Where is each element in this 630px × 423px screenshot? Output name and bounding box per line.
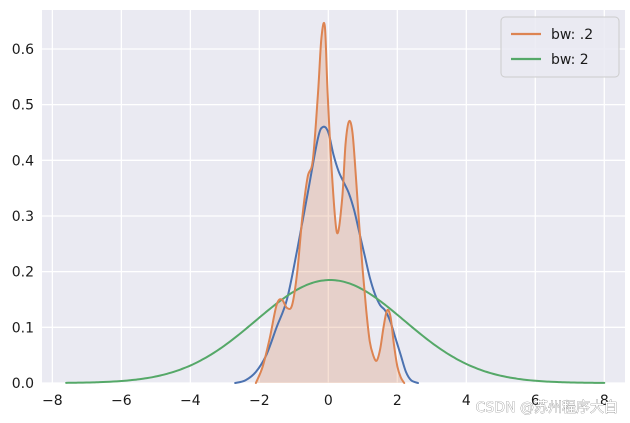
series-1-line	[254, 21, 406, 384]
y-tick-label: 0.2	[12, 265, 34, 281]
y-tick-label: 0.4	[12, 153, 34, 169]
x-tick-label: 4	[462, 393, 471, 409]
legend-label: bw: .2	[551, 27, 593, 43]
x-tick-label: 2	[393, 393, 402, 409]
y-tick-label: 0.6	[12, 42, 34, 58]
series-1-fill	[255, 22, 405, 384]
x-tick-label: −6	[111, 393, 132, 409]
x-tick-label: −4	[180, 393, 201, 409]
x-tick-label: 8	[600, 393, 609, 409]
series-group	[65, 21, 606, 384]
legend-label: bw: 2	[551, 52, 589, 68]
y-tick-label: 0.1	[12, 320, 34, 336]
tick-labels: −8 −6 −4 −2 0 2 4 6 8 0.0 0.1 0.2 0.3 0.4 0.5 0.6	[12, 42, 609, 409]
x-tick-label: −2	[249, 393, 270, 409]
legend-box	[500, 16, 620, 78]
x-tick-label: 6	[531, 393, 540, 409]
series-2-line	[65, 279, 606, 384]
x-tick-label: 0	[324, 393, 333, 409]
x-tick-label: −8	[42, 393, 63, 409]
y-tick-label: 0.3	[12, 209, 34, 225]
watermark-text: CSDN @苏州程序大白	[476, 400, 618, 416]
y-tick-label: 0.5	[12, 98, 34, 114]
y-tick-label: 0.0	[12, 376, 34, 392]
legend: bw: .2 bw: 2	[500, 16, 620, 78]
